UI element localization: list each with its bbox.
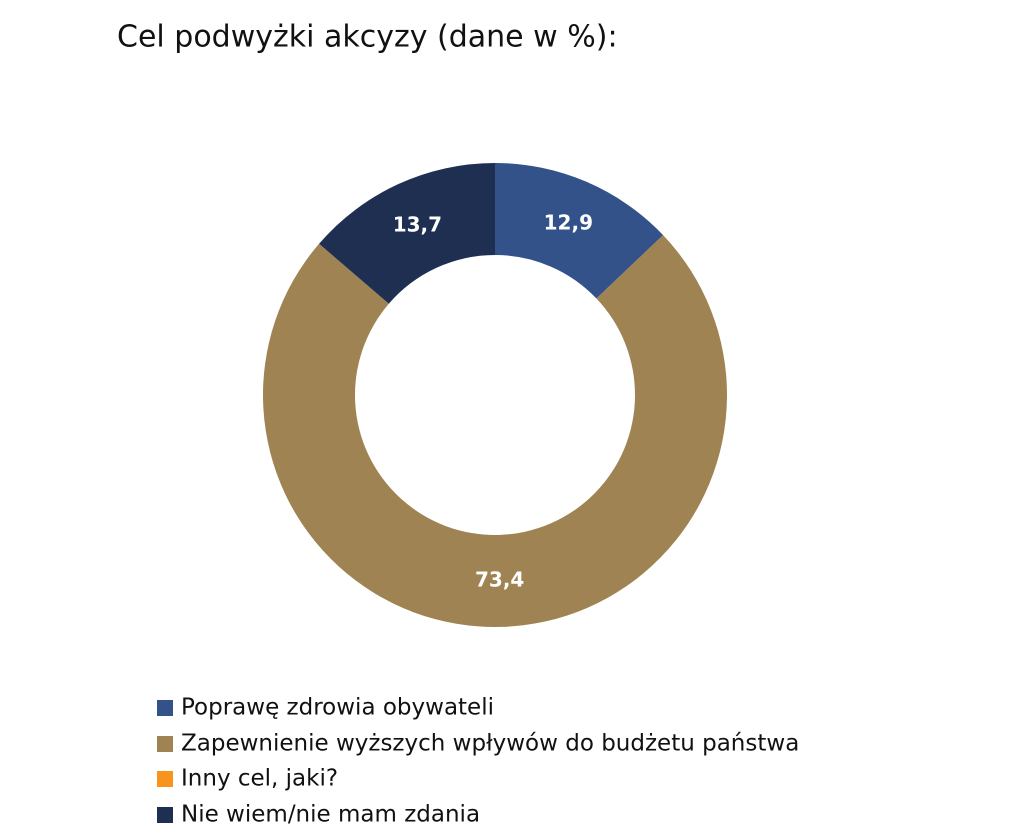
legend-label: Nie wiem/nie mam zdania — [181, 802, 480, 828]
legend-label: Zapewnienie wyższych wpływów do budżetu … — [181, 731, 799, 757]
data-label: 13,7 — [393, 212, 442, 236]
legend-label: Inny cel, jaki? — [181, 766, 338, 792]
legend-swatch — [157, 807, 173, 823]
legend-label: Poprawę zdrowia obywateli — [181, 695, 494, 721]
data-label: 73,4 — [475, 567, 524, 591]
donut-slice — [319, 163, 495, 304]
legend-swatch — [157, 700, 173, 716]
donut-slice — [495, 163, 664, 299]
chart-title: Cel podwyżki akcyzy (dane w %): — [117, 20, 618, 55]
legend-swatch — [157, 771, 173, 787]
legend-swatch — [157, 736, 173, 752]
data-label: 12,9 — [544, 211, 593, 235]
donut-slice — [262, 235, 727, 628]
